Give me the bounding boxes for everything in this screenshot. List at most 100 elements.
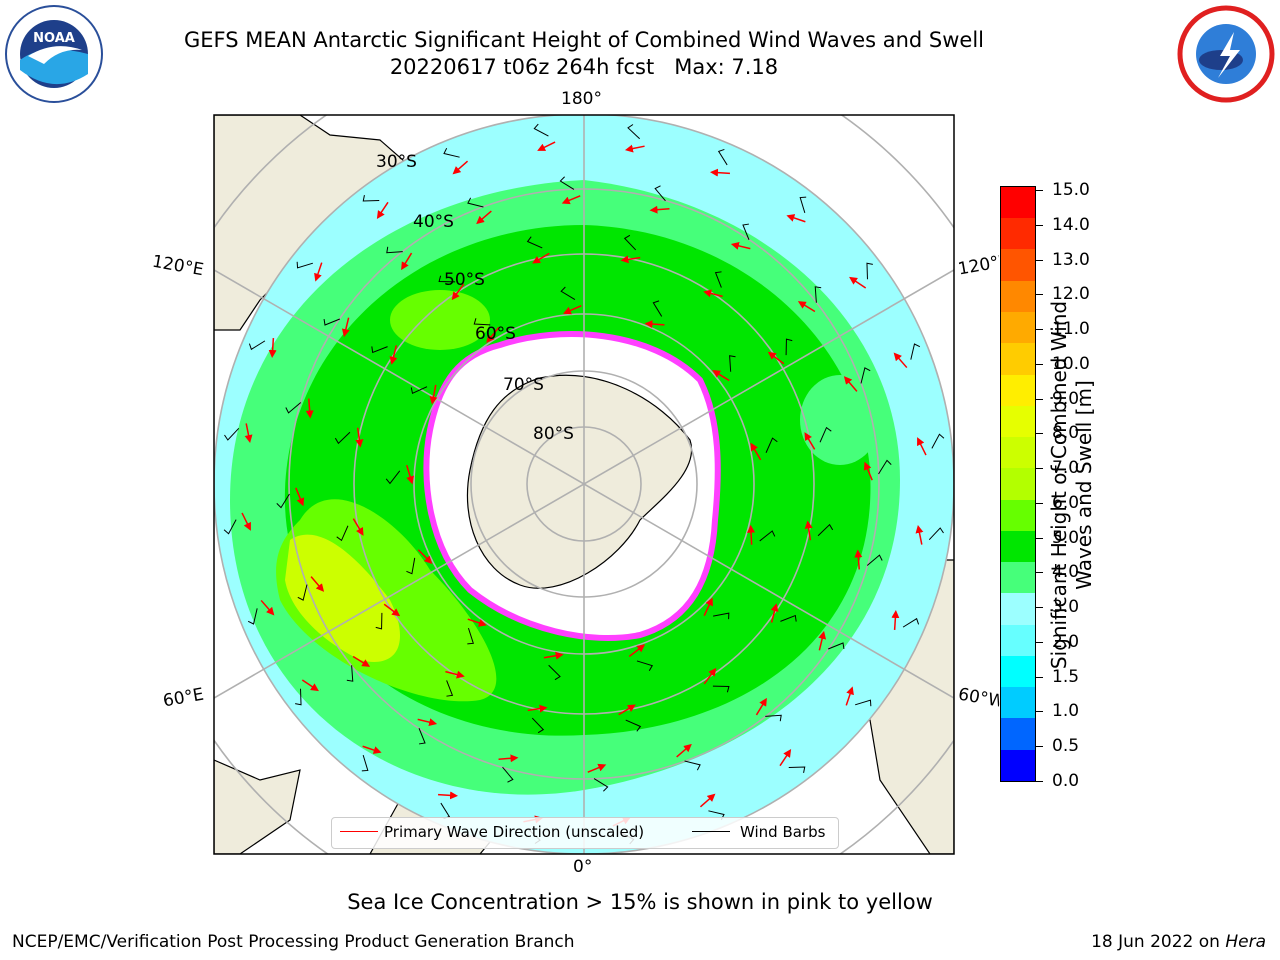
colorbar-tick <box>1036 363 1043 365</box>
colorbar-segment <box>1001 749 1035 781</box>
wind-barb <box>717 148 728 166</box>
wave-arrow <box>537 141 556 151</box>
wave-arrow <box>786 214 806 223</box>
wave-arrow <box>804 520 813 541</box>
colorbar-tick-label: 10.0 <box>1052 353 1090 374</box>
colorbar-segment <box>1001 280 1035 313</box>
wave-arrow <box>445 670 465 679</box>
colorbar-segment <box>1001 687 1035 719</box>
wave-arrow <box>618 704 636 716</box>
colorbar-segment <box>1001 218 1035 250</box>
wind-barb <box>593 778 609 792</box>
wave-arrow <box>854 549 863 570</box>
wave-arrow <box>699 793 716 808</box>
wave-arrow <box>770 603 779 623</box>
colorbar-segment <box>1001 530 1035 563</box>
wave-arrow <box>562 305 582 315</box>
wind-barb <box>714 271 722 288</box>
wave-arrow <box>703 667 717 685</box>
wave-arrow <box>438 791 459 800</box>
wind-barb <box>742 223 750 241</box>
wind-barb <box>467 627 474 645</box>
wave-arrow <box>779 749 792 767</box>
wind-barb <box>336 525 349 542</box>
wind-barb <box>533 123 549 137</box>
graticule <box>214 115 954 854</box>
colorbar-tick <box>1036 433 1043 435</box>
wind-barb <box>654 185 666 202</box>
colorbar-tick-label: 0.5 <box>1052 736 1080 757</box>
wave-arrow <box>417 549 433 565</box>
wind-barb <box>814 286 822 303</box>
wave-band-7m <box>285 534 400 662</box>
colorbar-segment <box>1001 562 1035 594</box>
wave-arrow <box>755 697 767 716</box>
wave-arrow <box>843 376 858 392</box>
wind-barb <box>276 493 290 509</box>
colorbar-segment <box>1001 312 1035 344</box>
legend-primary-label: Primary Wave Direction (unscaled) <box>384 823 645 841</box>
wave-arrow <box>703 597 713 616</box>
wave-arrow <box>915 524 924 545</box>
colorbar-tick-label: 3.0 <box>1052 597 1080 618</box>
wave-arrow <box>849 276 867 289</box>
wave-arrow <box>730 241 751 250</box>
wave-arrow <box>376 201 389 219</box>
wind-barb <box>224 427 240 441</box>
legend-wind-label: Wind Barbs <box>740 823 826 841</box>
colorbar-tick <box>1036 259 1043 261</box>
lat-label-40s: 40°S <box>413 212 454 232</box>
colorbar-tick-label: 12.0 <box>1052 284 1090 305</box>
colorbar-label: Significant Height of Combined Wind Wave… <box>1047 300 1096 670</box>
wave-arrow <box>543 651 564 660</box>
lat-label-30s: 30°S <box>376 152 417 172</box>
wave-arrow <box>527 704 548 713</box>
wind-barb <box>765 714 782 722</box>
wind-barb <box>827 642 845 650</box>
lat-label-70s: 70°S <box>503 375 544 395</box>
wave-arrow <box>620 255 641 264</box>
wind-barb <box>636 660 654 672</box>
wind-barb <box>248 340 266 351</box>
wave-arrow <box>405 464 414 485</box>
wind-barb <box>410 386 428 395</box>
colorbar-segment <box>1001 718 1035 750</box>
colorbar-tick <box>1036 607 1043 609</box>
colorbar-tick <box>1036 190 1043 191</box>
wave-arrow <box>352 655 371 667</box>
wind-barb <box>713 612 730 620</box>
wave-arrow <box>301 679 319 692</box>
wind-barb <box>729 355 736 372</box>
colorbar-segment <box>1001 343 1035 375</box>
wind-barb <box>560 286 576 300</box>
wave-arrow <box>644 320 665 329</box>
wave-arrow <box>917 437 927 456</box>
colorbar-segment <box>1001 405 1035 438</box>
colorbar-tick <box>1036 502 1043 504</box>
wave-arrow <box>818 630 827 651</box>
wave-arrow <box>451 283 465 301</box>
wave-arrow <box>314 262 323 282</box>
wind-barb <box>438 275 456 283</box>
map-legend: Primary Wave Direction (unscaled) Wind B… <box>331 817 839 849</box>
wave-arrow <box>476 210 492 225</box>
colorbar-tick-label: 6.0 <box>1052 492 1080 513</box>
colorbar-tick-label: 0.0 <box>1052 771 1080 791</box>
wave-arrow <box>295 487 305 507</box>
wave-arrow <box>709 168 730 177</box>
wind-barb <box>928 527 944 541</box>
wind-barbs <box>223 123 945 845</box>
wind-barb <box>285 402 302 414</box>
wave-arrow <box>532 252 550 264</box>
colorbar-tick <box>1036 676 1043 678</box>
colorbar-tick <box>1036 398 1043 400</box>
wind-barb <box>819 426 832 443</box>
wind-barb <box>559 176 575 190</box>
wave-arrow <box>624 144 645 153</box>
colorbar-tick <box>1036 781 1043 782</box>
lon-label-0: 0° <box>573 857 593 877</box>
wave-arrow <box>587 763 607 773</box>
wave-arrow <box>244 423 253 444</box>
wind-barb <box>799 196 807 213</box>
